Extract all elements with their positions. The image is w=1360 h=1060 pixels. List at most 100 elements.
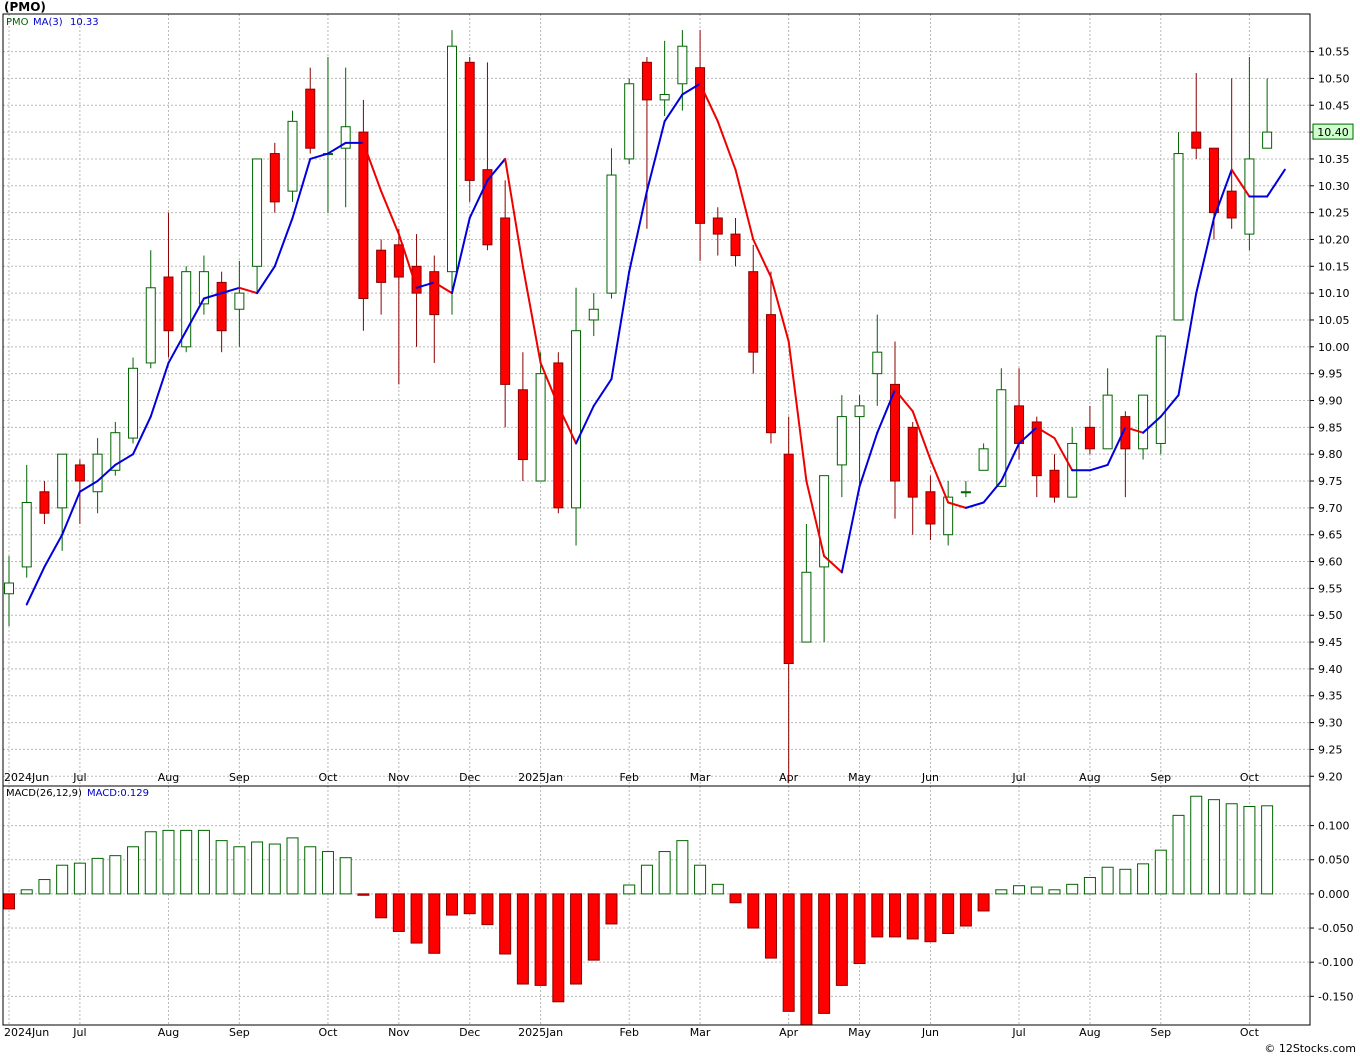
price-candle [500,180,511,428]
macd-bar [1154,849,1167,895]
macd-bar [304,846,317,895]
candle-body [925,491,936,525]
candle-body [659,94,670,101]
ma3-line-segment [202,292,223,300]
price-y-tick-label: 9.40 [1318,663,1343,676]
price-x-month-label: Aug [158,771,179,784]
macd-bar [747,893,760,929]
price-candle [1173,132,1184,321]
price-candle [1262,78,1273,149]
ma3-line-segment [1018,426,1038,445]
ma3-line-segment [114,453,135,466]
macd-bar [1225,803,1238,895]
price-x-month-label: Sep [229,771,250,784]
candle-body [1014,405,1025,444]
price-candle [553,352,564,514]
price-candle [145,250,156,369]
macd-bar [1207,799,1220,895]
ma3-line-segment [238,286,259,295]
ma3-line-segment [185,297,205,332]
macd-bar [1190,795,1203,895]
ma3-line-segment [273,216,294,268]
ma3-line-segment [592,378,613,407]
candle-body [836,416,847,466]
price-candle [978,443,989,471]
candle-body [1262,131,1273,149]
macd-x-month-label: Aug [158,1026,179,1039]
price-candle [376,239,387,315]
price-candle [730,217,741,267]
macd-bar [764,893,777,959]
price-candle [748,244,759,374]
site-credit: © 12Stocks.com [1264,1042,1356,1055]
price-y-tick-label: 10.35 [1318,153,1350,166]
price-candle [1120,411,1131,498]
candle-body [571,330,582,509]
price-candle [92,438,103,514]
ma3-line-segment [539,361,560,407]
candle-body [340,126,351,149]
ma3-line-segment [43,533,64,568]
macd-bar [1083,877,1096,895]
price-candle [641,56,652,229]
ma3-line-segment [610,270,631,381]
macd-bar [144,831,157,895]
ma3-line-segment [61,490,81,536]
price-candle [996,368,1007,487]
candle-body [1138,394,1149,450]
macd-panel: -0.150 -0.100 -0.050 0.000 0.050 0.100 2024Jun… [2,785,1353,1039]
macd-y-tick-label: 0.050 [1318,854,1350,867]
candle-body [872,351,883,375]
macd-bar [446,893,458,916]
price-candle [925,475,936,541]
candle-body [1191,131,1202,149]
price-x-month-label: 2025Jan [518,771,563,784]
macd-bar [658,851,671,895]
price-y-tick-label: 9.75 [1318,475,1343,488]
ma3-line-segment [291,157,312,219]
price-candle [624,78,635,165]
macd-bar [782,893,795,1012]
macd-bar [977,893,990,912]
ma3-line-segment [468,179,489,219]
candle-body [996,389,1007,487]
price-candle [305,67,316,154]
price-y-tick-label: 9.55 [1318,582,1343,595]
macd-bar [20,889,33,895]
macd-x-month-label: Oct [1240,1026,1260,1039]
candle-body [21,501,32,568]
price-y-tick-label: 10.00 [1318,341,1350,354]
macd-bar [392,893,405,932]
ma3-line-segment [309,152,329,160]
ma3-line-segment [380,190,400,236]
price-y-tick-label: 10.05 [1318,314,1350,327]
price-candle [1102,368,1113,450]
macd-bar [499,893,512,955]
price-y-tick-label: 9.20 [1318,770,1343,783]
ma3-line-segment [894,388,914,413]
macd-bar [56,864,69,895]
candle-body [92,453,103,493]
macd-x-month-label: Mar [690,1026,711,1039]
price-y-tick-label: 9.85 [1318,421,1343,434]
candle-body [677,45,688,85]
price-candle [1031,416,1042,498]
candle-body [39,491,50,514]
macd-bar [268,843,281,895]
candle-body [1120,416,1131,450]
ma3-line-segment [96,463,117,483]
macd-bar [676,840,689,895]
macd-x-month-label: Oct [318,1026,338,1039]
ma3-line-segment [167,329,188,364]
candle-body [695,67,706,224]
macd-x-month-label: Nov [388,1026,410,1039]
macd-bar [410,893,423,944]
candle-body [376,249,387,283]
macd-bar [180,829,193,895]
price-panel: 9.20 9.25 9.30 9.35 9.40 9.45 9.50 9.55 9.60 9.65… [2,13,1354,788]
price-candle [411,234,422,347]
candle-body [1155,335,1166,444]
price-x-month-label: Aug [1079,771,1100,784]
price-candle [943,481,954,546]
